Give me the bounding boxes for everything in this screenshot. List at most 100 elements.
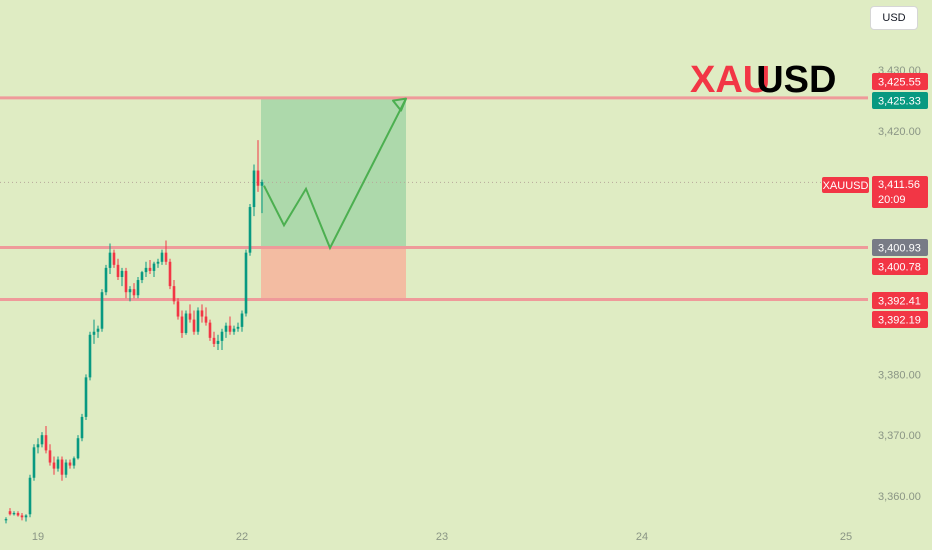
candle [188,304,192,323]
projection-arrowhead [392,97,407,112]
price-tag-label: 3,392.19 [878,315,921,327]
candle [40,432,44,448]
candle [8,508,12,516]
currency-button[interactable]: USD [870,6,918,30]
candle [124,267,128,299]
price-tag-bg [872,292,928,309]
candle [92,319,96,344]
candle [32,444,36,481]
candle-body [168,261,172,287]
candle [208,319,212,341]
price-tag-label: 3,392.41 [878,296,921,308]
candle [4,517,8,524]
last-price-tag: 3,411.56 20:09 [872,176,928,208]
price-tag-bg [872,92,928,109]
candle-body [232,328,236,332]
time-tick-label: 19 [32,531,44,543]
candle [20,513,24,521]
candle [184,310,188,335]
candle-body [44,435,48,451]
candle-body [196,310,200,332]
candle [84,374,88,420]
price-tag-bg [872,311,928,328]
price-tick-label: 3,420.00 [878,126,921,138]
candle [80,413,84,442]
candle-body [180,316,184,333]
candle [72,456,76,469]
candle-body [8,511,12,515]
candle [252,164,256,217]
price-tag-label: 3,400.93 [878,243,921,255]
candle [104,264,108,296]
candle-body [208,322,212,338]
symbol-tag-label: XAUUSD [823,180,869,192]
candle [52,456,56,475]
candle [144,261,148,277]
candle [212,331,216,347]
candle [96,325,100,338]
candle [56,456,60,472]
time-tick-label: 23 [436,531,448,543]
candle-body [48,450,52,463]
candle-body [184,313,188,333]
candle-body [128,289,132,293]
candle-body [80,416,84,439]
candle [156,258,160,268]
candle-body [68,462,72,466]
candle-body [32,447,36,478]
candle [228,316,232,335]
price-tag-bg [872,239,928,256]
candle [60,456,64,481]
candle [244,249,248,317]
candle-body [40,435,44,445]
last-price-bg [872,176,928,208]
candle-body [84,377,88,417]
candle [112,249,116,268]
price-tag: 3,392.19 [872,311,928,328]
horizontal-levels [0,96,868,302]
candle-body [28,477,32,515]
candle [36,438,40,454]
price-tag: 3,392.41 [872,292,928,309]
candle [204,307,208,326]
candle [88,331,92,381]
candle-body [64,462,68,475]
countdown-label: 20:09 [878,194,906,206]
candle-body [192,319,196,332]
candle [160,249,164,265]
candle [120,267,124,287]
candle [148,259,152,274]
symbol-tag: XAUUSD [822,177,869,193]
candle-body [228,325,232,332]
candle-body [124,270,128,293]
projection-path [263,98,407,251]
candle [152,261,156,277]
symbol-tag-bg [822,177,869,193]
price-tick-label: 3,370.00 [878,430,921,442]
candle-body [204,316,208,323]
candle-body [36,444,40,448]
candle [128,286,132,302]
time-axis: 19 22 23 24 25 [32,531,852,543]
candle [240,310,244,332]
candle-body [108,252,112,268]
candle-body [116,264,120,277]
price-axis: 3,430.003,420.003,380.003,370.003,360.00 [878,65,921,503]
candle-body [220,331,224,341]
candle [248,204,252,256]
candle [68,459,72,469]
price-tag: 3,425.55 [872,73,928,90]
candle-body [76,438,80,459]
last-price-label: 3,411.56 [878,179,920,191]
candle-body [112,252,116,265]
candle-body [240,313,244,327]
candle [132,283,136,299]
candle-body [96,328,100,332]
candle-body [56,459,60,469]
candle [64,459,68,478]
candle [236,322,240,332]
candle-body [16,513,20,516]
candle-body [256,170,260,186]
